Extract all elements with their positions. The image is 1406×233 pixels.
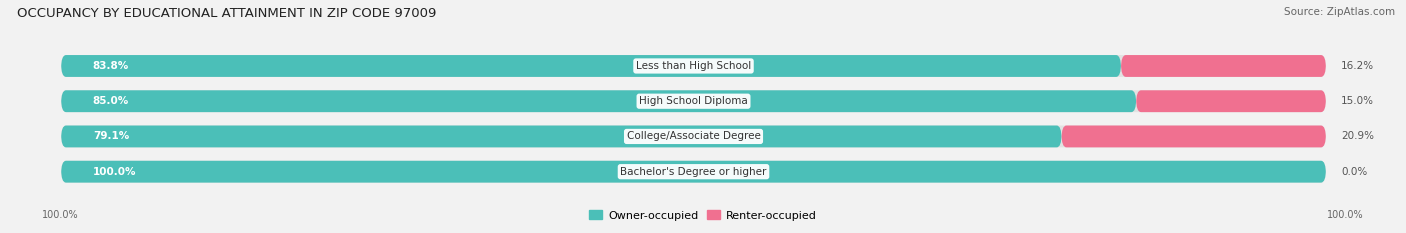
Text: 15.0%: 15.0% [1341, 96, 1374, 106]
FancyBboxPatch shape [60, 161, 1326, 183]
Text: 20.9%: 20.9% [1341, 131, 1374, 141]
FancyBboxPatch shape [1062, 126, 1326, 147]
Text: 16.2%: 16.2% [1341, 61, 1374, 71]
Text: 79.1%: 79.1% [93, 131, 129, 141]
Text: High School Diploma: High School Diploma [640, 96, 748, 106]
FancyBboxPatch shape [60, 161, 1326, 183]
FancyBboxPatch shape [60, 90, 1326, 112]
FancyBboxPatch shape [60, 55, 1326, 77]
Text: 100.0%: 100.0% [93, 167, 136, 177]
FancyBboxPatch shape [1136, 90, 1326, 112]
Text: 83.8%: 83.8% [93, 61, 129, 71]
Legend: Owner-occupied, Renter-occupied: Owner-occupied, Renter-occupied [585, 206, 821, 225]
FancyBboxPatch shape [60, 55, 1121, 77]
Text: 100.0%: 100.0% [42, 210, 79, 220]
Text: College/Associate Degree: College/Associate Degree [627, 131, 761, 141]
FancyBboxPatch shape [60, 126, 1326, 147]
Text: 0.0%: 0.0% [1341, 167, 1367, 177]
FancyBboxPatch shape [60, 126, 1062, 147]
Text: Source: ZipAtlas.com: Source: ZipAtlas.com [1284, 7, 1395, 17]
FancyBboxPatch shape [60, 90, 1136, 112]
Text: Less than High School: Less than High School [636, 61, 751, 71]
Text: Bachelor's Degree or higher: Bachelor's Degree or higher [620, 167, 766, 177]
FancyBboxPatch shape [1121, 55, 1326, 77]
Text: OCCUPANCY BY EDUCATIONAL ATTAINMENT IN ZIP CODE 97009: OCCUPANCY BY EDUCATIONAL ATTAINMENT IN Z… [17, 7, 436, 20]
Text: 85.0%: 85.0% [93, 96, 129, 106]
Text: 100.0%: 100.0% [1327, 210, 1364, 220]
